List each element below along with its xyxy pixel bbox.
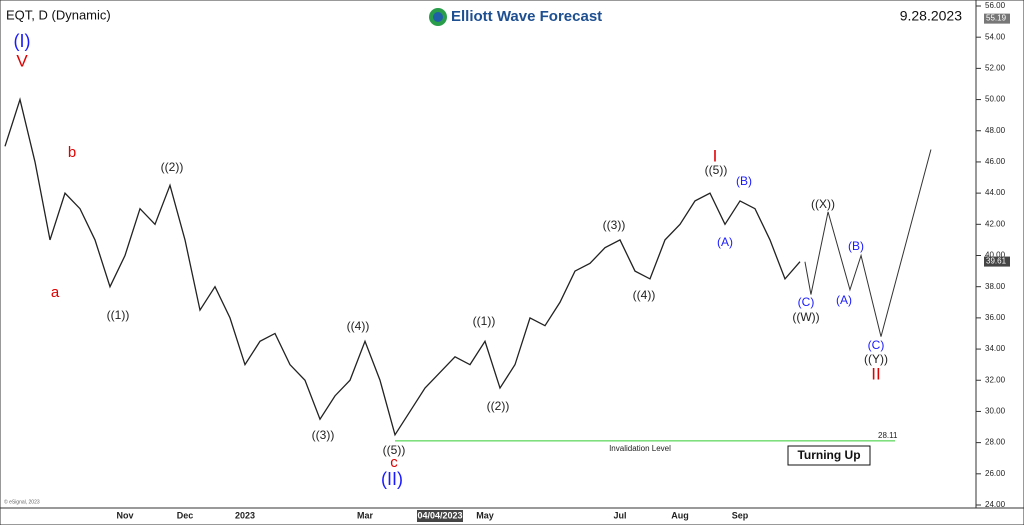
invalidation-value: 28.11	[878, 431, 898, 440]
y-tick-label: 46.00	[985, 157, 1006, 166]
x-tick-label: Dec	[177, 510, 194, 520]
wave-label: II	[871, 364, 880, 383]
x-tick-label: May	[476, 510, 494, 520]
y-tick-label: 40.00	[985, 251, 1006, 260]
y-tick-label: 54.00	[985, 32, 1006, 41]
wave-label: a	[51, 284, 60, 301]
y-tick-label: 44.00	[985, 188, 1006, 197]
wave-label: ((4))	[347, 319, 370, 333]
y-tick-label: 32.00	[985, 375, 1006, 384]
wave-label: I	[713, 146, 718, 165]
price-tag: 39.61	[986, 257, 1007, 266]
y-tick-label: 36.00	[985, 313, 1006, 322]
logo	[433, 12, 443, 22]
wave-label: (B)	[848, 239, 864, 253]
y-tick-label: 34.00	[985, 344, 1006, 353]
y-tick-label: 52.00	[985, 63, 1006, 72]
symbol: EQT, D (Dynamic)	[6, 7, 111, 22]
x-tick-label: Sep	[732, 510, 749, 520]
badge-box	[787, 445, 871, 466]
chart-title: Elliott Wave Forecast	[451, 8, 602, 25]
badge: Turning Up	[797, 448, 860, 462]
wave-label: (C)	[798, 295, 815, 309]
wave-label: (A)	[717, 235, 733, 249]
price-tag-box	[984, 256, 1010, 267]
wave-label: (II)	[381, 469, 403, 489]
wave-label: ((1))	[473, 314, 496, 328]
wave-label: (B)	[736, 174, 752, 188]
y-tick-label: 26.00	[985, 469, 1006, 478]
wave-label: V	[16, 51, 28, 70]
wave-label: ((1))	[107, 308, 130, 322]
y-tick-label: 42.00	[985, 219, 1006, 228]
y-tick-label: 50.00	[985, 95, 1006, 104]
date: 9.28.2023	[900, 8, 962, 24]
x-tick-label: Aug	[671, 510, 689, 520]
y-tick-label: 48.00	[985, 126, 1006, 135]
y-tick-label: 38.00	[985, 282, 1006, 291]
y-tick-label: 56.00	[985, 1, 1006, 10]
wave-label: ((2))	[161, 160, 184, 174]
wave-label: c	[390, 454, 398, 471]
y-tick-label: 28.00	[985, 438, 1006, 447]
price-line	[4, 97, 801, 437]
x-tick-label: 04/04/2023	[417, 510, 462, 520]
wave-label: ((3))	[312, 428, 335, 442]
projection-line	[804, 149, 932, 337]
y-tick-label: 24.00	[985, 500, 1006, 509]
wave-label: ((5))	[705, 163, 728, 177]
invalidation-label: Invalidation Level	[609, 444, 671, 453]
wave-label: ((Y))	[864, 352, 888, 366]
wave-label: ((2))	[487, 399, 510, 413]
wave-label: (I)	[14, 31, 31, 51]
x-tick-label: Mar	[357, 510, 374, 520]
wave-label: (A)	[836, 293, 852, 307]
y-tick-label: 30.00	[985, 407, 1006, 416]
wave-label: b	[68, 144, 76, 161]
wave-label: ((3))	[603, 218, 626, 232]
price-tag: 55.19	[986, 14, 1007, 23]
x-label-box	[417, 510, 463, 522]
wave-label: (C)	[868, 338, 885, 352]
source: © eSignal, 2023	[4, 498, 40, 505]
x-tick-label: Jul	[613, 510, 626, 520]
wave-label: ((5))	[383, 443, 406, 457]
x-tick-label: Nov	[116, 510, 133, 520]
wave-label: ((4))	[633, 288, 656, 302]
price-tag-box	[984, 13, 1010, 24]
wave-label: ((X))	[811, 197, 835, 211]
x-tick-label: 2023	[235, 510, 255, 520]
wave-label: ((W))	[792, 310, 819, 324]
